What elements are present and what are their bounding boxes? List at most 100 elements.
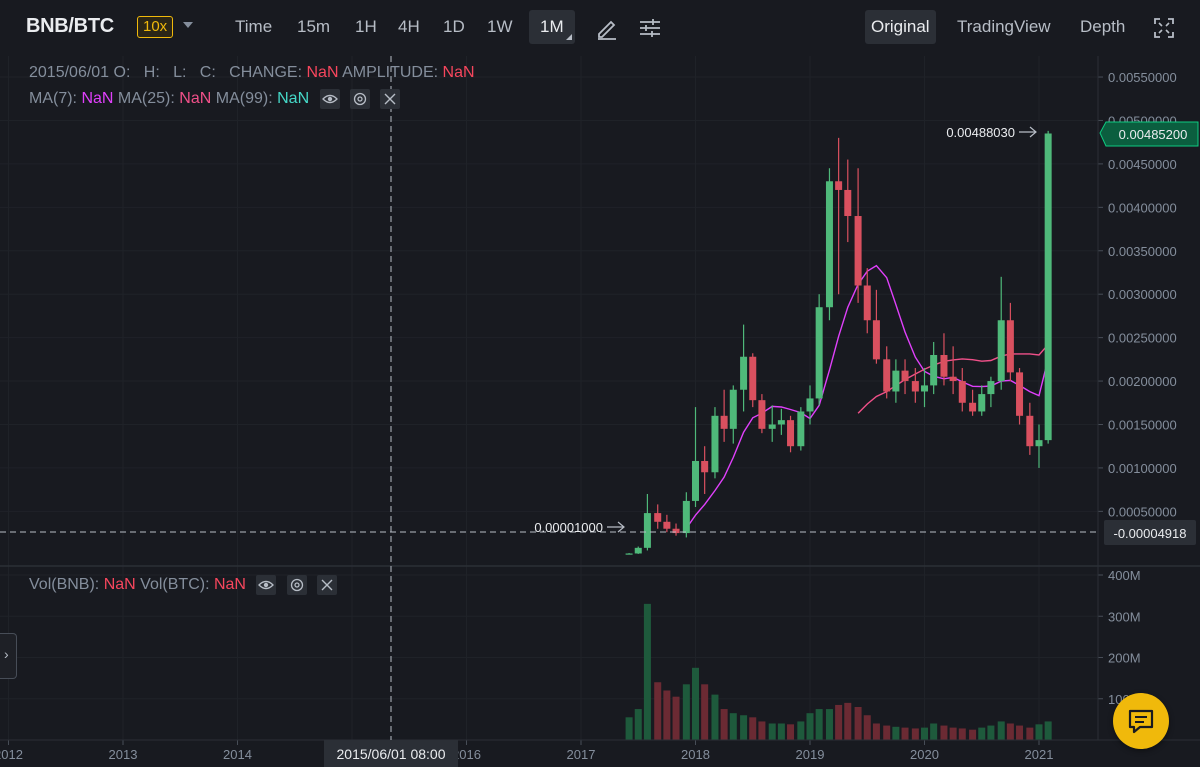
settings-icon[interactable] [350,89,371,109]
crosshair-time-box [324,740,458,767]
candle-body [711,415,719,473]
legend-date: 2015/06/01 [29,64,110,81]
volume-bar [930,723,938,740]
chart-toolbar: BNB/BTC 10x Time 15m 1H 4H 1D 1W 1M Orig… [0,0,1200,56]
settings-sliders-icon[interactable] [637,15,663,41]
legend-open: O: [113,64,131,81]
volume-bar [634,709,642,740]
price-tick-label: 0.00450000 [1108,157,1177,172]
view-depth[interactable]: Depth [1080,17,1126,36]
volume-bar [997,721,1005,740]
low-marker-label: 0.00001000 [534,520,603,535]
price-tick-label: 0.00250000 [1108,331,1177,346]
volume-bar [711,694,719,740]
last-price-label: 0.00485200 [1119,127,1188,142]
volume-bar [815,709,823,740]
candle-body [844,189,852,217]
candle-body [921,385,928,392]
high-marker-label: 0.00488030 [946,125,1015,140]
interval-1m[interactable]: 1M [540,17,564,36]
interval-1w[interactable]: 1W [487,17,513,36]
candle-body [854,216,862,286]
symbol-title[interactable]: BNB/BTC [26,15,114,37]
legend-ma99-value: NaN [277,90,310,108]
price-tick-label: 0.00200000 [1108,374,1177,389]
volume-bar [901,727,909,740]
volume-bar [806,713,814,740]
volume-bar [777,723,785,740]
crosshair-price-label: -0.00004918 [1113,526,1186,541]
candle-body [758,400,766,429]
volume-bar [654,682,662,740]
chevron-down-icon[interactable] [183,22,193,28]
volume-bar [643,603,651,740]
price-tick-label: 0.00300000 [1108,287,1177,302]
view-original[interactable]: Original [871,17,930,36]
volume-tick-label: 300M [1108,609,1141,624]
price-tick-label: 0.00350000 [1108,244,1177,259]
candle-body [825,181,833,308]
candle-body [777,420,785,425]
volume-bar [872,723,880,740]
legend-change-label: CHANGE: [229,64,303,81]
eye-icon[interactable] [256,575,277,595]
interval-15m[interactable]: 15m [297,17,331,36]
candle-body [654,513,662,522]
expand-sidebar-tab[interactable] [0,633,17,679]
time-tick-label: 2020 [910,747,939,762]
crosshair-price-box [1104,520,1196,545]
interval-4h[interactable]: 4H [398,17,420,36]
volume-bar [1044,721,1052,740]
volume-bar [758,721,766,740]
interval-time[interactable]: Time [235,17,273,36]
candle-body [1016,372,1024,416]
candle-body [682,500,690,534]
candle-body [949,376,957,382]
interval-1d[interactable]: 1D [443,17,465,36]
active-view-highlight [865,10,936,44]
volume-bars [625,603,1052,740]
last-price-tag [1099,121,1199,147]
candle-body [1044,133,1052,441]
volume-bar [1006,723,1014,740]
volume-bar [958,728,966,740]
candle-body [958,381,966,403]
candle-body [940,354,948,377]
fullscreen-icon[interactable] [1151,15,1177,41]
candle-body [815,307,823,399]
candle-body [787,420,795,447]
candle-body [901,370,909,382]
view-tradingview[interactable]: TradingView [957,17,1051,36]
legend-vol-bnb-value: NaN [103,576,136,594]
time-tick-label: 2012 [0,747,23,762]
volume-bar [863,715,871,740]
time-tick-label: 2019 [796,747,825,762]
price-tick-label: 0.00150000 [1108,417,1177,432]
pencil-icon[interactable] [594,15,620,41]
eye-icon[interactable] [319,89,340,109]
volume-bar [729,713,737,740]
close-icon[interactable] [380,89,401,109]
crosshair-time-label: 2015/06/01 08:00 [337,746,446,762]
volume-bar [911,728,919,740]
price-tick-label: 0.00400000 [1108,200,1177,215]
interval-corner-icon [566,34,572,40]
volume-bar [940,725,948,740]
volume-bar [844,702,852,740]
legend-vol-btc-value: NaN [213,576,246,594]
leverage-badge[interactable]: 10x [137,16,174,38]
interval-1h[interactable]: 1H [355,17,377,36]
volume-bar [892,726,900,740]
ohlc-legend: 2015/06/01 O: H: L: C: CHANGE: NaN AMPLI… [29,64,475,82]
volume-bar [883,725,891,740]
candles [625,130,1052,555]
candle-body [863,285,871,321]
low-marker-arrowhead [617,521,625,533]
volume-bar [692,667,699,740]
chat-button[interactable] [1113,693,1169,749]
settings-icon[interactable] [286,575,307,595]
volume-bar [720,709,728,740]
legend-ma99-label: MA(99): [215,90,273,108]
close-icon[interactable] [317,575,338,595]
